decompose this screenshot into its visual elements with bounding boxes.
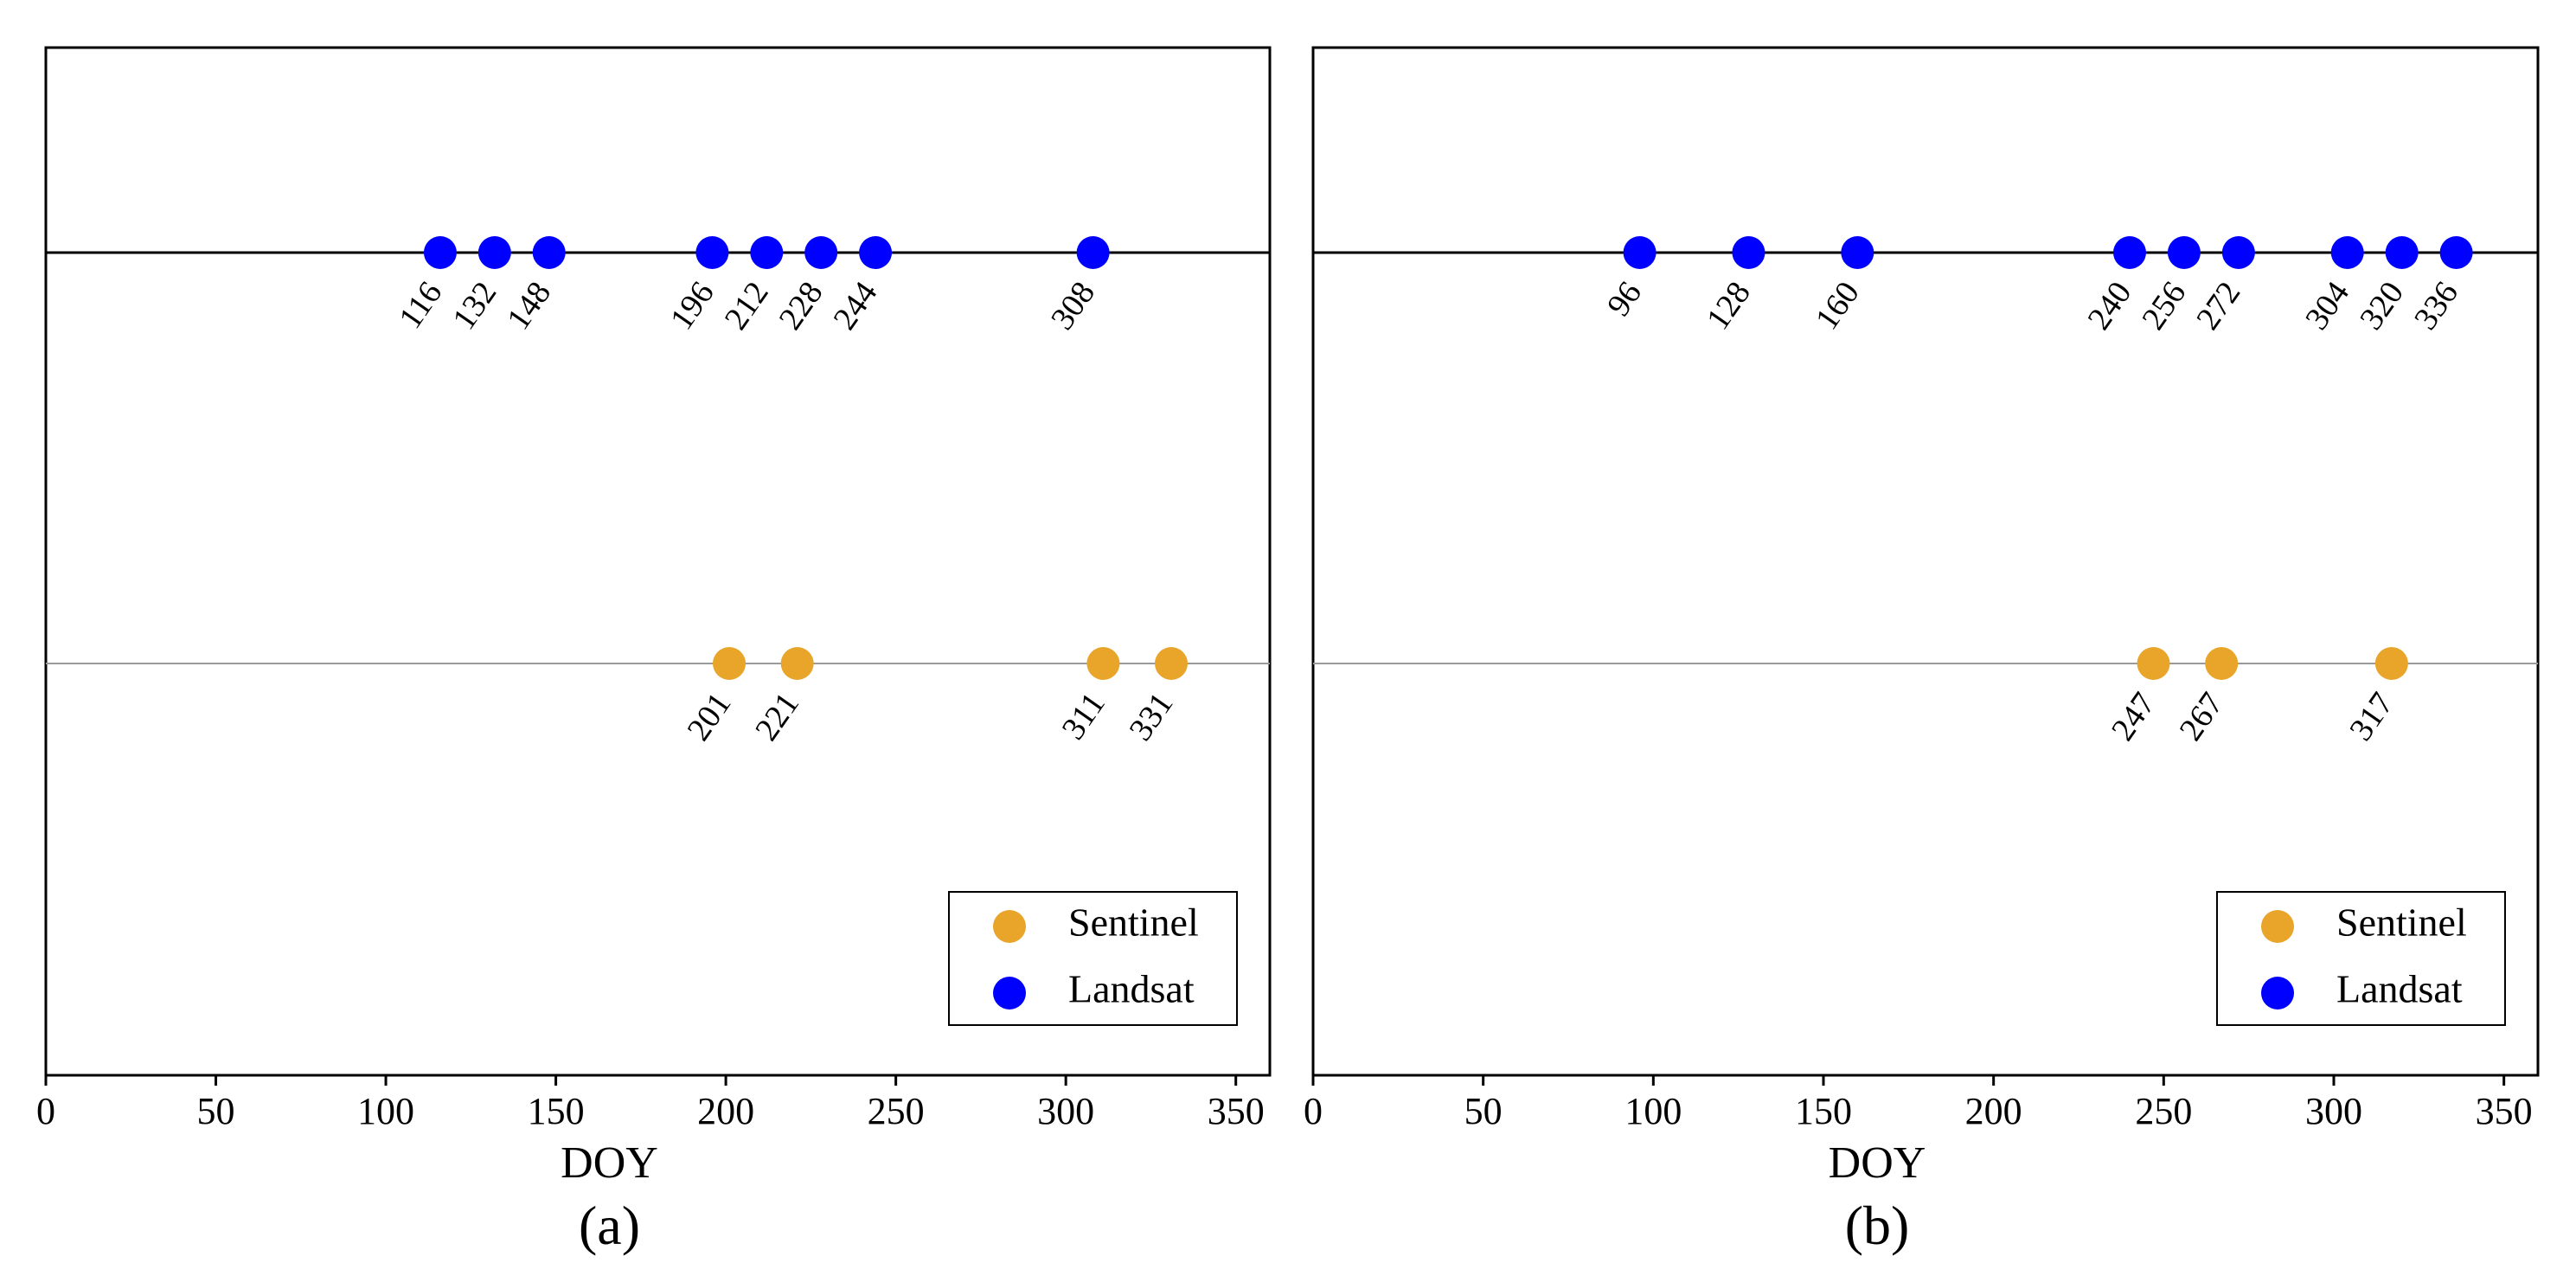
plot-frame (44, 46, 1272, 1077)
landsat-point (532, 236, 566, 269)
legend-label: Sentinel (1068, 901, 1199, 945)
x-tick-label: 250 (868, 1090, 925, 1132)
sentinel-point-label: 331 (1122, 686, 1180, 747)
landsat-point-label: 128 (1700, 275, 1758, 337)
landsat-point (2439, 236, 2473, 269)
sentinel-point (780, 647, 814, 680)
landsat-point (1732, 236, 1765, 269)
sentinel-point-label: 317 (2342, 686, 2400, 747)
x-tick-label: 50 (1464, 1090, 1503, 1132)
x-tick-label: 200 (697, 1090, 754, 1132)
landsat-point (859, 236, 893, 269)
landsat-point-label: 96 (1600, 275, 1649, 323)
x-tick-label: 0 (1304, 1090, 1323, 1132)
landsat-point (804, 236, 838, 269)
landsat-point (2167, 236, 2201, 269)
x-tick-label: 150 (528, 1090, 585, 1132)
landsat-point (2330, 236, 2364, 269)
landsat-point (750, 236, 784, 269)
x-tick-label: 300 (1037, 1090, 1094, 1132)
landsat-point-label: 132 (445, 275, 503, 337)
panel-b: 0 50 100 150 200 250 300 350 DOY (b) 96 128 160 24025… (1304, 46, 2540, 1256)
landsat-point (2113, 236, 2146, 269)
landsat-point (1623, 236, 1656, 269)
landsat-point-label: 212 (718, 275, 776, 337)
landsat-point-label: 336 (2407, 275, 2465, 337)
legend-marker (2261, 910, 2294, 943)
sentinel-point-label: 267 (2173, 686, 2231, 747)
landsat-point-label: 228 (772, 275, 830, 337)
landsat-point-label: 308 (1044, 275, 1102, 337)
x-tick-label: 0 (36, 1090, 55, 1132)
landsat-point-label: 256 (2135, 275, 2193, 337)
landsat-point-label: 240 (2080, 275, 2138, 337)
landsat-point-label: 320 (2353, 275, 2411, 337)
legend-marker (2261, 977, 2294, 1010)
legend-label: Landsat (2336, 967, 2463, 1011)
landsat-point-label: 160 (1809, 275, 1867, 337)
x-tick-label: 300 (2305, 1090, 2362, 1132)
landsat-point-label: 148 (500, 275, 558, 337)
panel-caption: (b) (1845, 1195, 1910, 1256)
x-axis-title: DOY (561, 1138, 658, 1188)
legend: Sentinel Landsat (948, 891, 1238, 1026)
sentinel-point (713, 647, 747, 680)
x-tick-label: 100 (357, 1090, 414, 1132)
x-axis-title: DOY (1829, 1138, 1926, 1188)
x-tick-label: 100 (1624, 1090, 1682, 1132)
landsat-point-label: 244 (826, 275, 884, 337)
landsat-point (1076, 236, 1110, 269)
legend-label: Sentinel (2336, 901, 2467, 945)
x-tick-label: 350 (2476, 1090, 2533, 1132)
sentinel-point (1155, 647, 1189, 680)
legend-label: Landsat (1068, 967, 1195, 1011)
landsat-point-label: 116 (392, 275, 449, 336)
landsat-point-label: 196 (663, 275, 721, 337)
landsat-point-label: 304 (2298, 275, 2356, 337)
sentinel-point (2205, 647, 2239, 680)
sentinel-point (2374, 647, 2408, 680)
sentinel-point-label: 201 (680, 686, 738, 747)
landsat-point (2385, 236, 2419, 269)
x-tick-label: 150 (1795, 1090, 1852, 1132)
sentinel-point (2137, 647, 2170, 680)
landsat-point-label: 272 (2189, 275, 2247, 337)
legend: Sentinel Landsat (2216, 891, 2506, 1026)
landsat-point (2221, 236, 2255, 269)
plot-frame (1311, 46, 2540, 1077)
panel-caption: (a) (579, 1195, 640, 1256)
sentinel-point-label: 221 (748, 686, 806, 747)
sentinel-point-label: 311 (1055, 686, 1112, 747)
sentinel-point (1086, 647, 1120, 680)
sentinel-point-label: 247 (2105, 686, 2163, 747)
legend-marker (993, 910, 1026, 943)
landsat-point (695, 236, 729, 269)
landsat-point (477, 236, 511, 269)
landsat-point (423, 236, 457, 269)
legend-box (2216, 891, 2506, 1026)
x-tick-label: 350 (1208, 1090, 1265, 1132)
x-tick-label: 50 (197, 1090, 235, 1132)
x-tick-label: 200 (1965, 1090, 2022, 1132)
x-tick-label: 250 (2135, 1090, 2192, 1132)
legend-marker (993, 977, 1026, 1010)
landsat-point (1841, 236, 1874, 269)
